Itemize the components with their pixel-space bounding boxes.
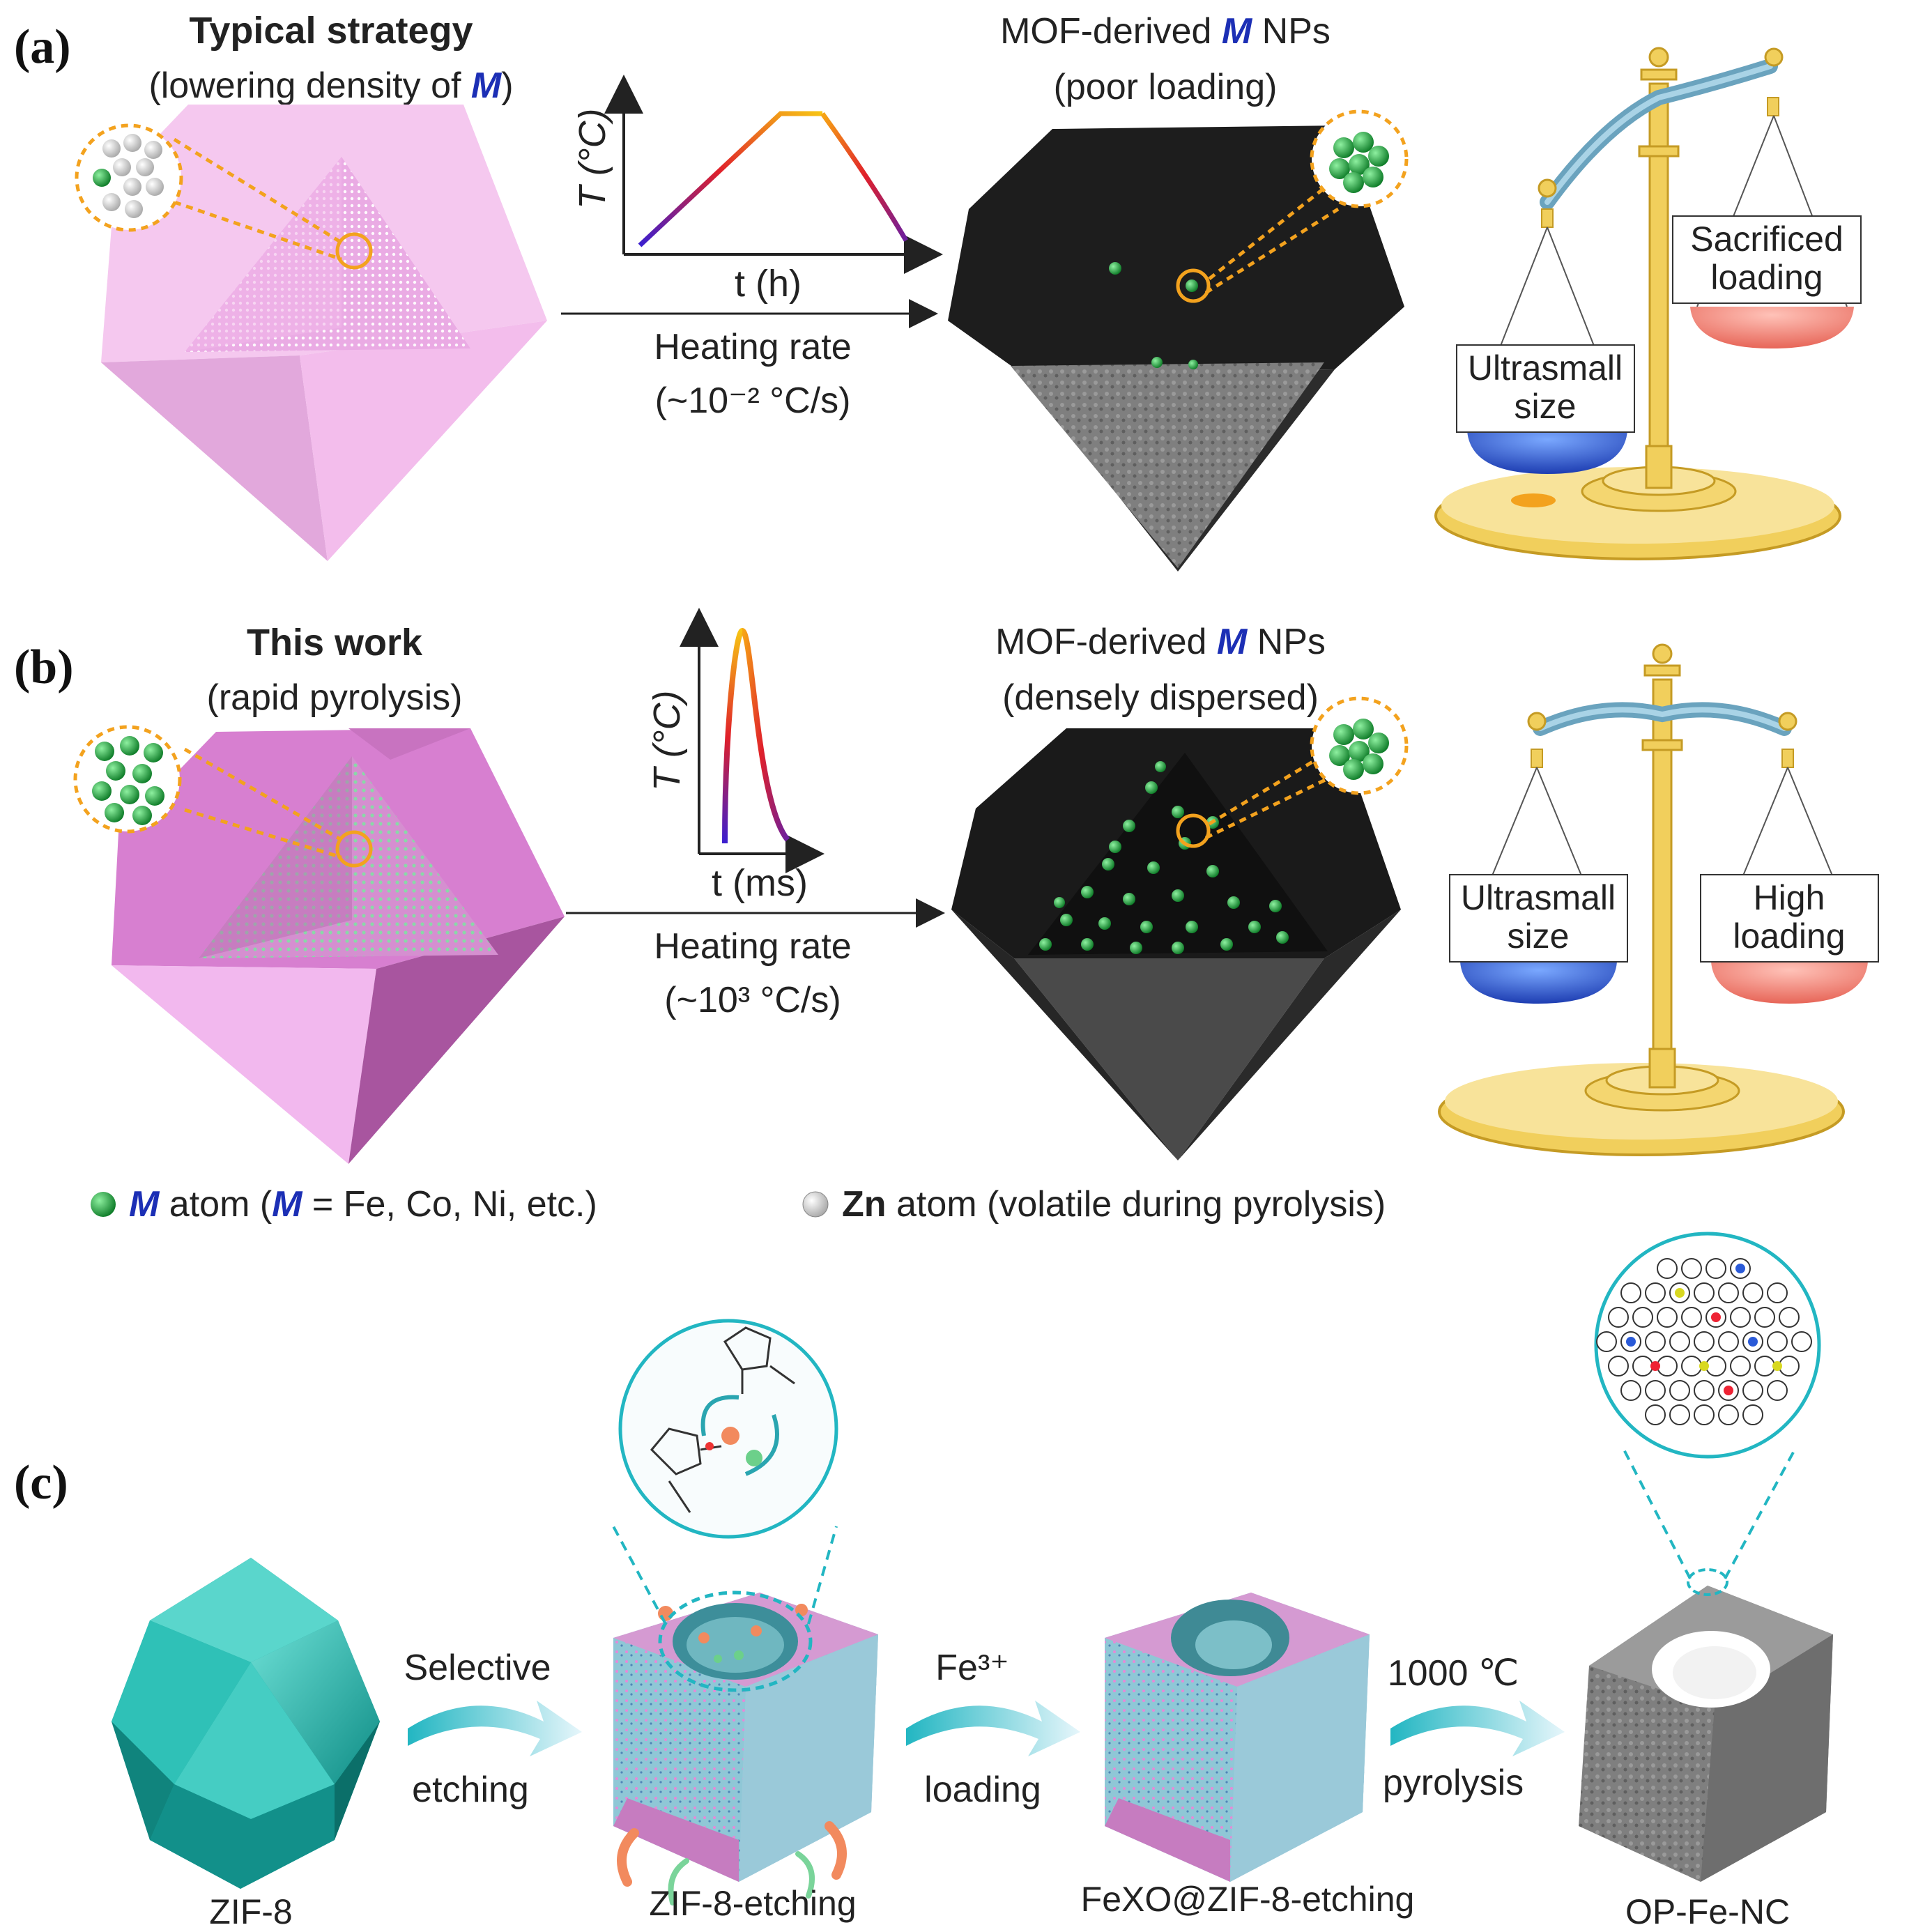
- process-arrow-c1: [408, 1701, 582, 1756]
- m-cluster-inset-a: [1329, 132, 1389, 193]
- scale-left-line2-a: size: [1515, 387, 1577, 426]
- axis-y-label-a: T (°C): [572, 108, 613, 209]
- process-arrow-c2: [906, 1701, 1080, 1756]
- blue-pan-a: [1467, 431, 1627, 474]
- heating-profile-chart-a: T (°C) t (h): [572, 75, 943, 305]
- scale-left-line1-b: Ultrasmall: [1461, 878, 1616, 917]
- m-atom-legend-text: M atom (M = Fe, Co, Ni, etc.): [129, 1184, 597, 1225]
- label-op-fe-nc: OP-Fe-NC: [1625, 1892, 1790, 1931]
- label-zif8-etching: ZIF-8-etching: [649, 1884, 856, 1923]
- heating-rate-value-b: (~10³ °C/s): [664, 980, 841, 1020]
- carbon-crystal-a: [948, 109, 1409, 572]
- panel-a-label: (a): [14, 20, 71, 74]
- axis-y-label-b: T (°C): [646, 690, 688, 791]
- step2-top-label: Fe³⁺: [935, 1648, 1009, 1688]
- scale-right-box-b: [1700, 874, 1879, 963]
- m-atom-legend-icon: [91, 1192, 116, 1217]
- panel-b-strategy-title: This work: [247, 622, 423, 664]
- heating-profile-chart-b: T (°C) t (ms): [646, 608, 825, 904]
- axis-x-label-b: t (ms): [712, 862, 808, 904]
- scale-right-line2-a: loading: [1710, 258, 1823, 297]
- fexo-zif8-etching-crystal: [1105, 1593, 1370, 1882]
- scale-right-line1-b: High: [1754, 878, 1825, 917]
- temperature-curve-a: [638, 111, 822, 247]
- zn-atom-legend-icon: [802, 1191, 829, 1218]
- step3-bottom-label: pyrolysis: [1383, 1763, 1524, 1803]
- panel-a-strategy-subtitle: (lowering density of M): [148, 66, 513, 106]
- panel-b-label: (b): [14, 641, 74, 694]
- axis-x-label-a: t (h): [735, 263, 802, 305]
- heating-rate-label-a: Heating rate: [654, 327, 851, 367]
- product-subtitle-a: (poor loading): [1054, 67, 1278, 107]
- panel-c: (c) Selective etching: [14, 1232, 1833, 1931]
- scale-right-box-a: [1672, 215, 1862, 304]
- balance-scale-b: Ultrasmall size High loading: [1438, 643, 1879, 1156]
- legend: M atom (M = Fe, Co, Ni, etc.) Zn atom (v…: [91, 1184, 1386, 1225]
- graphene-lattice: [1596, 1258, 1812, 1425]
- balance-scale-a: Ultrasmall size Sacrificed loading: [1434, 47, 1862, 560]
- carbon-crystal-b: [951, 696, 1409, 1160]
- scale-left-line2-b: size: [1508, 917, 1570, 956]
- op-fe-nc-crystal: [1579, 1232, 1833, 1882]
- m-atoms-inset-b: [92, 736, 164, 825]
- scale-left-box-a: [1456, 344, 1635, 433]
- scale-right-line2-b: loading: [1733, 917, 1845, 956]
- process-arrow-c3: [1390, 1701, 1565, 1756]
- heating-rate-value-a: (~10⁻² °C/s): [655, 381, 851, 421]
- scale-left-line1-a: Ultrasmall: [1468, 348, 1623, 388]
- scale-left-box-b: [1449, 874, 1628, 963]
- zn-atoms-inset: [93, 134, 164, 218]
- heating-rate-label-b: Heating rate: [654, 926, 851, 967]
- panel-c-label: (c): [14, 1456, 68, 1510]
- zn-atom-legend-text: Zn atom (volatile during pyrolysis): [842, 1184, 1386, 1225]
- m-cluster-inset-b: [1329, 719, 1389, 780]
- zif8-crystal: [112, 1558, 380, 1889]
- red-pan-b: [1711, 962, 1868, 1004]
- step1-top-label: Selective: [404, 1648, 551, 1688]
- panel-b-strategy-subtitle: (rapid pyrolysis): [207, 677, 463, 718]
- panel-a-strategy-title: Typical strategy: [189, 10, 473, 52]
- mof-crystal-b: [73, 725, 565, 1164]
- panel-b: (b) This work (rapid pyrolysis): [14, 608, 1879, 1164]
- step2-bottom-label: loading: [924, 1770, 1041, 1810]
- mof-crystal-a: [75, 105, 547, 561]
- product-title-a: MOF-derived M NPs: [1000, 11, 1331, 52]
- scale-right-line1-a: Sacrificed: [1690, 220, 1843, 259]
- panel-a: (a) Typical strategy (lowering density o…: [14, 10, 1862, 572]
- zif8-etching-crystal: [612, 1319, 878, 1906]
- red-pan-a: [1690, 307, 1854, 348]
- blue-pan-b: [1460, 962, 1617, 1004]
- step3-top-label: 1000 ℃: [1388, 1653, 1519, 1694]
- temperature-curve-b: [722, 628, 745, 844]
- step1-bottom-label: etching: [412, 1770, 529, 1810]
- product-subtitle-b: (densely dispersed): [1002, 677, 1319, 718]
- molecule-sketch: [650, 1326, 795, 1513]
- m-nanoparticles-b: [1039, 761, 1289, 954]
- product-title-b: MOF-derived M NPs: [995, 622, 1326, 662]
- label-fexo-zif8-etching: FeXO@ZIF-8-etching: [1081, 1880, 1415, 1919]
- label-zif8: ZIF-8: [209, 1892, 292, 1931]
